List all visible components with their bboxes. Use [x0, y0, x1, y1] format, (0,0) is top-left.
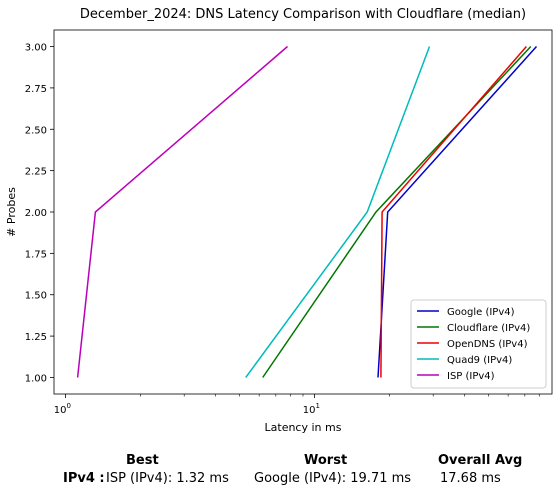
legend: Google (IPv4) Cloudflare (IPv4) OpenDNS (I… — [410, 299, 547, 389]
y-tick-label: 2.25 — [25, 167, 47, 178]
legend-label: Cloudflare (IPv4) — [447, 323, 530, 334]
latency-chart: 1.00 1.25 1.50 1.75 2.00 2.25 2.50 2.75 3.00 100 1… — [5, 7, 553, 434]
legend-label: Google (IPv4) — [447, 307, 515, 318]
x-tick-label: 100 — [54, 402, 71, 416]
legend-label: Quad9 (IPv4) — [447, 355, 512, 366]
legend-label: OpenDNS (IPv4) — [447, 339, 528, 350]
overall-value: 17.68 ms — [440, 471, 501, 486]
overall-header: Overall Avg — [438, 453, 523, 468]
y-tick-label: 1.75 — [25, 249, 47, 260]
y-tick-label: 2.00 — [25, 208, 47, 219]
worst-header: Worst — [304, 453, 348, 468]
worst-value: Google (IPv4): 19.71 ms — [254, 471, 412, 486]
y-tick-label: 1.00 — [25, 373, 47, 384]
best-header: Best — [126, 453, 159, 468]
ipv4-row-label: IPv4 : — [63, 471, 105, 486]
series-line-quad9-ipv4 — [245, 46, 431, 378]
x-tick-label: 101 — [303, 402, 320, 416]
summary-table: Best Worst Overall Avg IPv4 : ISP (IPv4)… — [0, 447, 559, 496]
legend-label: ISP (IPv4) — [447, 371, 495, 382]
y-tick-label: 2.50 — [25, 125, 47, 136]
y-tick-label: 2.75 — [25, 84, 47, 95]
y-axis-label: # Probes — [5, 187, 18, 237]
y-tick-label: 1.25 — [25, 332, 47, 343]
chart-title: December_2024: DNS Latency Comparison wi… — [80, 7, 526, 22]
plot-frame — [53, 29, 553, 395]
series-line-isp-ipv4 — [76, 45, 288, 378]
best-value: ISP (IPv4): 1.32 ms — [106, 471, 229, 486]
legend-box — [410, 299, 547, 389]
y-tick-label: 3.00 — [25, 43, 47, 54]
y-tick-label: 1.50 — [25, 291, 47, 302]
x-axis-label: Latency in ms — [265, 421, 342, 434]
series-line-opendns-ipv4 — [380, 46, 527, 378]
